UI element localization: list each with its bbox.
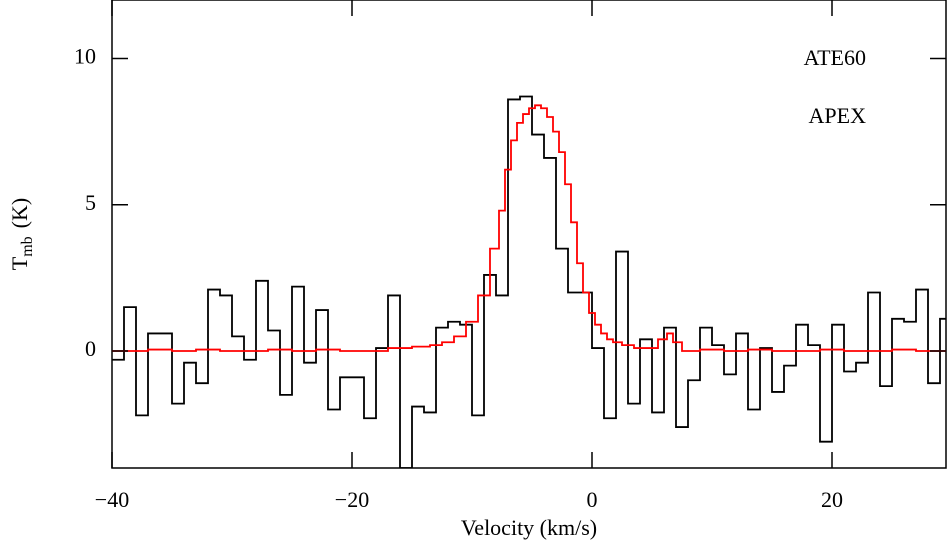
plot-area <box>112 95 946 468</box>
spectrum-line <box>112 104 946 352</box>
plot-frame <box>111 0 947 469</box>
x-tick-label: −20 <box>335 487 369 512</box>
y-label-main: T <box>7 256 32 270</box>
legend-entry: APEX <box>809 103 867 128</box>
y-label-sub: mb <box>19 236 36 256</box>
x-tick-label: −40 <box>95 487 129 512</box>
y-tick-label: 5 <box>85 190 96 215</box>
legend-entry: ATE60 <box>804 45 866 70</box>
y-tick-label: 10 <box>74 44 96 69</box>
y-axis-label: Tmb (K) <box>7 198 36 270</box>
x-tick-label: 20 <box>821 487 843 512</box>
x-axis-label: Velocity (km/s) <box>461 515 597 540</box>
x-tick-label: 0 <box>587 487 598 512</box>
y-label-unit: (K) <box>7 198 32 229</box>
spectrum-line <box>112 95 946 468</box>
y-tick-label: 0 <box>85 336 96 361</box>
